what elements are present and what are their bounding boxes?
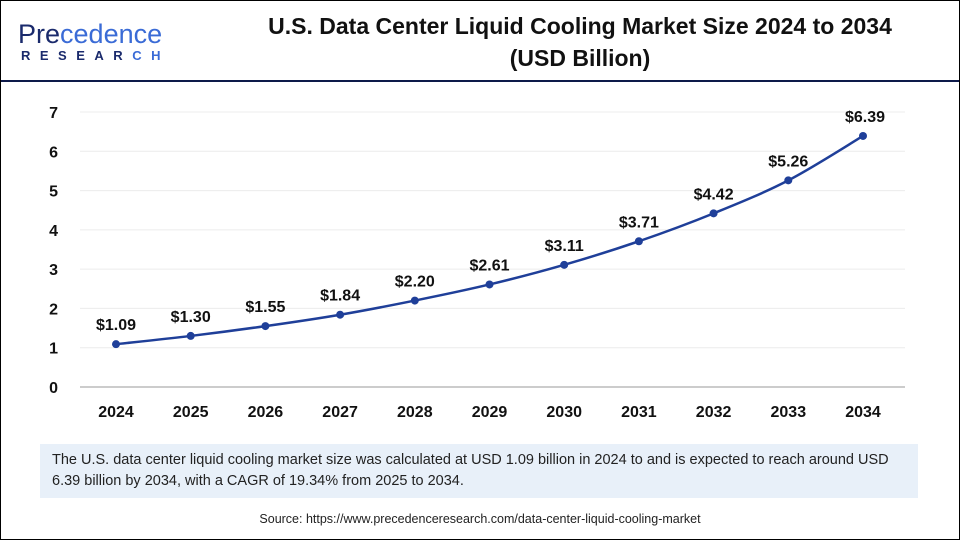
logo-subtext: RESEARCH	[21, 48, 170, 63]
data-point	[186, 331, 195, 340]
title-line-1: U.S. Data Center Liquid Cooling Market S…	[268, 13, 892, 39]
x-tick-label: 2029	[472, 404, 508, 421]
data-point	[709, 209, 718, 218]
y-tick-label: 4	[49, 223, 58, 240]
data-point	[560, 260, 569, 269]
data-label: $2.20	[395, 274, 435, 291]
data-point	[859, 131, 867, 140]
data-point	[784, 176, 793, 185]
data-label: $1.09	[96, 317, 136, 334]
x-tick-label: 2025	[173, 404, 209, 421]
data-label: $2.61	[469, 257, 509, 274]
data-point	[485, 280, 494, 289]
y-tick-label: 7	[49, 105, 58, 122]
caption-box: The U.S. data center liquid cooling mark…	[40, 444, 918, 498]
data-point	[336, 310, 345, 319]
data-label: $3.11	[545, 238, 584, 255]
x-tick-label: 2034	[845, 404, 881, 421]
data-label: $1.30	[171, 309, 211, 326]
data-point	[634, 237, 643, 246]
chart-title: U.S. Data Center Liquid Cooling Market S…	[200, 10, 960, 74]
logo-text: Precedence	[18, 19, 163, 49]
data-label: $1.84	[320, 288, 360, 305]
x-tick-label: 2031	[621, 404, 657, 421]
data-point	[261, 322, 270, 331]
y-tick-label: 6	[49, 144, 58, 161]
series-line	[115, 134, 864, 346]
header-divider	[1, 80, 959, 82]
data-label: $6.39	[845, 109, 885, 126]
x-tick-label: 2032	[696, 404, 732, 421]
x-tick-label: 2033	[771, 404, 807, 421]
x-tick-label: 2024	[98, 404, 134, 421]
data-point	[112, 340, 120, 349]
x-tick-label: 2030	[546, 404, 582, 421]
y-tick-label: 0	[49, 380, 58, 397]
x-tick-label: 2026	[248, 404, 284, 421]
x-tick-label: 2027	[322, 404, 358, 421]
x-tick-label: 2028	[397, 404, 433, 421]
data-label: $5.26	[768, 153, 808, 170]
data-label: $3.71	[619, 214, 659, 231]
title-line-2: (USD Billion)	[509, 45, 651, 71]
y-tick-label: 2	[49, 301, 58, 318]
y-tick-label: 3	[49, 262, 58, 279]
data-point	[410, 296, 419, 305]
y-tick-label: 5	[49, 184, 58, 201]
data-label: $4.42	[694, 186, 734, 203]
data-label: $1.55	[245, 299, 285, 316]
y-tick-label: 1	[49, 341, 58, 358]
logo: Precedence RESEARCH	[18, 20, 170, 63]
source-text: Source: https://www.precedenceresearch.c…	[259, 512, 701, 526]
